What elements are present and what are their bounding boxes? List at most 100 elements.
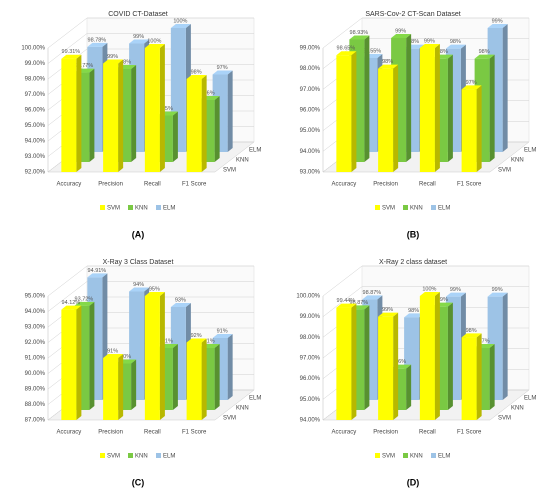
- bar-side: [489, 344, 495, 410]
- bar-side: [476, 333, 482, 420]
- value-label: 99%: [492, 287, 503, 293]
- bar-top: [487, 24, 508, 28]
- bar-top: [349, 35, 370, 40]
- depth-label: SVM: [223, 416, 236, 422]
- bar-top: [378, 64, 399, 69]
- bar-front: [103, 358, 119, 420]
- value-label: 90%: [120, 354, 131, 360]
- legend-label: SVM: [107, 454, 120, 460]
- depth-label: ELM: [249, 148, 261, 154]
- bar-side: [89, 301, 95, 410]
- legend-label: ELM: [438, 206, 450, 212]
- value-label: 98%: [408, 39, 419, 45]
- value-label: 98%: [408, 308, 419, 314]
- value-label: 100%: [173, 18, 187, 24]
- bar-top: [186, 338, 207, 343]
- y-tick-label: 95.00%: [25, 294, 46, 300]
- bar: [103, 59, 124, 172]
- panel: X-Ray 3 Class Dataset 87.00% 88.00% 89.00% 9…: [25, 259, 262, 488]
- y-tick-label: 93.00%: [300, 170, 321, 176]
- bar-top: [461, 85, 482, 90]
- grid-line: [322, 265, 529, 297]
- y-tick-label: 97.00%: [300, 356, 321, 362]
- legend-label: KNN: [135, 206, 148, 212]
- bar-top: [87, 42, 108, 47]
- y-tick-label: 98.00%: [25, 77, 46, 83]
- x-tick-label: Precision: [98, 430, 123, 436]
- value-label: 97%: [479, 338, 490, 344]
- bar-front: [144, 296, 160, 420]
- value-label: 91%: [107, 348, 118, 354]
- panel-label: (A): [132, 229, 145, 239]
- bar: [378, 64, 399, 172]
- chart-title: X-Ray 3 Class Dataset: [103, 259, 174, 266]
- grid-line: [322, 286, 529, 317]
- panel: COVID CT-Dataset 92.00% 93.00% 94.00% 95.00%…: [21, 11, 261, 240]
- value-label: 98.87%: [350, 300, 369, 306]
- bar: [419, 44, 440, 172]
- legend-swatch: [431, 205, 436, 210]
- y-tick-label: 99.00%: [300, 46, 321, 52]
- bar-front: [419, 48, 435, 172]
- grid-line: [47, 296, 254, 328]
- grid-line: [47, 17, 254, 49]
- legend-swatch: [128, 205, 133, 210]
- value-label: 94.91%: [88, 268, 107, 274]
- value-label: 99.31%: [62, 49, 81, 55]
- legend-swatch: [375, 453, 380, 458]
- panel-label: (D): [407, 477, 420, 487]
- grid-line: [47, 48, 254, 80]
- y-tick-label: 98.00%: [300, 66, 321, 72]
- y-tick-label: 93.00%: [25, 154, 46, 160]
- legend-label: KNN: [410, 206, 423, 212]
- y-tick-label: 100.00%: [21, 46, 45, 52]
- bar-front: [144, 48, 160, 172]
- y-tick-label: 96.00%: [300, 376, 321, 382]
- y-tick-label: 98.00%: [300, 335, 321, 341]
- bar: [186, 75, 207, 172]
- bar: [103, 354, 124, 420]
- depth-label: SVM: [223, 168, 236, 174]
- depth-label: KNN: [236, 406, 249, 412]
- bar: [419, 292, 440, 420]
- bar-front: [461, 89, 477, 172]
- bar-top: [419, 44, 440, 48]
- y-tick-label: 95.00%: [300, 128, 321, 134]
- legend-swatch: [156, 453, 161, 458]
- value-label: 97.55%: [363, 48, 382, 54]
- bar-front: [61, 58, 77, 172]
- depth-label: ELM: [249, 396, 261, 402]
- bar-side: [364, 305, 370, 410]
- value-label: 98%: [382, 59, 393, 65]
- depth-label: SVM: [498, 168, 511, 174]
- bar-front: [336, 55, 352, 172]
- x-tick-label: F1 Score: [457, 430, 482, 436]
- depth-label: ELM: [524, 396, 536, 402]
- bar-side: [76, 54, 82, 172]
- bar-top: [129, 287, 150, 292]
- bar-side: [201, 75, 207, 172]
- value-label: 100%: [147, 38, 161, 44]
- x-tick-label: Recall: [144, 182, 161, 188]
- bar: [61, 305, 82, 420]
- bar-front: [186, 342, 202, 420]
- bar-top: [103, 354, 124, 358]
- value-label: 100%: [422, 286, 436, 292]
- value-label: 98%: [466, 328, 477, 334]
- y-tick-label: 92.00%: [25, 170, 46, 176]
- bar: [378, 312, 399, 420]
- bar-side: [434, 292, 440, 420]
- bar-side: [447, 302, 453, 410]
- value-label: 94%: [133, 282, 144, 288]
- bar-top: [212, 334, 233, 338]
- bar-front: [378, 316, 394, 420]
- bar-side: [406, 34, 412, 162]
- y-tick-label: 99.00%: [300, 314, 321, 320]
- bar-front: [461, 337, 477, 420]
- value-label: 95%: [162, 106, 173, 112]
- bar-side: [172, 111, 178, 162]
- value-label: 98.87%: [363, 290, 382, 296]
- bar-top: [461, 333, 482, 338]
- y-tick-label: 92.00%: [25, 340, 46, 346]
